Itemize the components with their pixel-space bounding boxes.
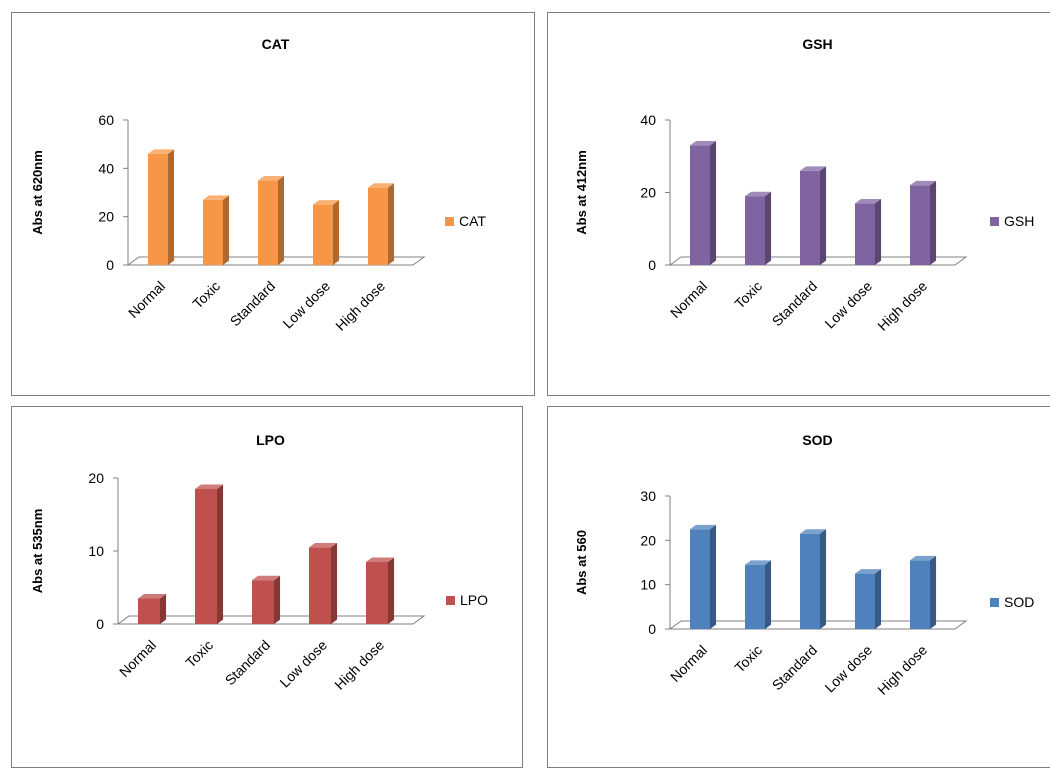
- bar-lpo-toxic: [195, 484, 224, 624]
- bar-lpo-low-dose: [309, 542, 338, 624]
- x-tick-label-gsh-standard: Standard: [769, 278, 820, 329]
- chart-svg-gsh: GSH Abs at 412nm 0 20 40 Normal Toxic Standard L…: [574, 36, 1034, 334]
- y-tick-label-lpo: 0: [96, 616, 104, 632]
- chart-title-lpo: LPO: [256, 432, 285, 448]
- x-tick-label-gsh-low-dose: Low dose: [821, 278, 875, 332]
- y-tick-label-sod: 0: [648, 621, 656, 637]
- x-tick-label-gsh-normal: Normal: [667, 278, 710, 321]
- bar-cat-standard: [258, 176, 285, 265]
- chart-title-gsh: GSH: [802, 36, 832, 52]
- x-tick-label-lpo-normal: Normal: [116, 637, 159, 680]
- y-tick-label-gsh: 0: [648, 257, 656, 273]
- bar-sod-low-dose: [855, 569, 882, 629]
- chart-panel-cat: CAT Abs at 620nm 0 20 40 60 Normal Toxic Standar…: [11, 12, 535, 396]
- chart-svg-sod: SOD Abs at 560 0 10 20 30 Normal Toxic Standard L…: [574, 432, 1034, 698]
- bar-gsh-standard: [800, 166, 827, 265]
- chart-panel-lpo: LPO Abs at 535nm 0 10 20 Normal Toxic Standard L…: [11, 406, 523, 768]
- x-tick-label-gsh-toxic: Toxic: [731, 278, 765, 312]
- chart-svg-cat: CAT Abs at 620nm 0 20 40 60 Normal Toxic Standar…: [30, 36, 486, 334]
- chart-panel-gsh: GSH Abs at 412nm 0 20 40 Normal Toxic Standard L…: [547, 12, 1050, 396]
- legend-swatch-lpo: [446, 596, 455, 605]
- x-tick-label-cat-toxic: Toxic: [189, 278, 223, 312]
- x-tick-label-sod-standard: Standard: [769, 642, 820, 693]
- y-axis-label-cat: Abs at 620nm: [30, 150, 45, 235]
- legend-label-lpo: LPO: [460, 592, 488, 608]
- x-tick-label-lpo-toxic: Toxic: [182, 637, 216, 671]
- bar-gsh-low-dose: [855, 198, 882, 265]
- bar-gsh-toxic: [745, 191, 772, 265]
- bar-lpo-standard: [252, 575, 281, 624]
- x-tick-label-sod-toxic: Toxic: [731, 642, 765, 676]
- bar-cat-high-dose: [368, 183, 395, 265]
- x-tick-label-lpo-standard: Standard: [222, 637, 273, 688]
- y-axis-label-lpo: Abs at 535nm: [30, 509, 45, 594]
- bar-cat-normal: [148, 149, 175, 265]
- x-tick-label-cat-standard: Standard: [227, 278, 278, 329]
- legend-swatch-sod: [990, 598, 999, 607]
- bar-cat-low-dose: [313, 200, 340, 265]
- bar-lpo-high-dose: [366, 557, 395, 624]
- bar-sod-high-dose: [910, 555, 937, 629]
- y-tick-label-gsh: 40: [640, 112, 656, 128]
- chart-title-sod: SOD: [802, 432, 832, 448]
- legend-swatch-cat: [445, 217, 454, 226]
- bar-sod-normal: [690, 524, 717, 629]
- y-axis-label-sod: Abs at 560: [574, 530, 589, 595]
- x-tick-label-sod-low-dose: Low dose: [821, 642, 875, 696]
- chart-panel-sod: SOD Abs at 560 0 10 20 30 Normal Toxic Standard L…: [547, 406, 1050, 768]
- x-tick-label-sod-normal: Normal: [667, 642, 710, 685]
- y-tick-label-sod: 10: [640, 577, 656, 593]
- bar-gsh-high-dose: [910, 180, 937, 265]
- y-tick-label-cat: 60: [98, 112, 114, 128]
- legend-label-cat: CAT: [459, 213, 486, 229]
- legend-label-sod: SOD: [1004, 594, 1034, 610]
- y-tick-label-gsh: 20: [640, 185, 656, 201]
- bar-cat-toxic: [203, 195, 230, 265]
- y-tick-label-sod: 30: [640, 488, 656, 504]
- y-tick-label-sod: 20: [640, 532, 656, 548]
- x-tick-label-lpo-high-dose: High dose: [331, 637, 387, 693]
- x-tick-label-gsh-high-dose: High dose: [874, 278, 930, 334]
- y-tick-label-lpo: 10: [88, 543, 104, 559]
- y-tick-label-cat: 20: [98, 209, 114, 225]
- bar-lpo-normal: [138, 594, 167, 624]
- top-text-fragment: [0, 0, 1050, 4]
- x-tick-label-cat-low-dose: Low dose: [279, 278, 333, 332]
- x-tick-label-lpo-low-dose: Low dose: [276, 637, 330, 691]
- x-tick-label-cat-normal: Normal: [125, 278, 168, 321]
- bar-gsh-normal: [690, 140, 717, 265]
- bar-sod-toxic: [745, 560, 772, 629]
- y-tick-label-lpo: 20: [88, 470, 104, 486]
- y-axis-label-gsh: Abs at 412nm: [574, 150, 589, 235]
- chart-title-cat: CAT: [262, 36, 290, 52]
- x-tick-label-cat-high-dose: High dose: [332, 278, 388, 334]
- legend-label-gsh: GSH: [1004, 213, 1034, 229]
- x-tick-label-sod-high-dose: High dose: [874, 642, 930, 698]
- bar-sod-standard: [800, 529, 827, 629]
- y-tick-label-cat: 40: [98, 160, 114, 176]
- legend-swatch-gsh: [990, 217, 999, 226]
- y-tick-label-cat: 0: [106, 257, 114, 273]
